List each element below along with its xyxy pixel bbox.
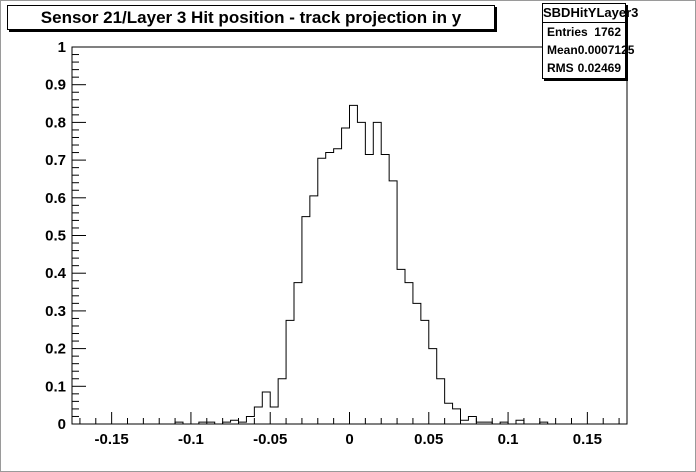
y-tick-label: 0.6 [45, 190, 66, 207]
x-tick-label: 0.1 [498, 431, 519, 448]
y-tick-label: 0.2 [45, 341, 66, 358]
y-tick-label: 0.5 [45, 228, 66, 245]
y-tick-label: 0.3 [45, 303, 66, 320]
stats-value: 1762 [594, 25, 621, 39]
stats-value: 0.0007125 [577, 43, 635, 57]
y-tick-label: 0 [58, 416, 66, 433]
y-tick-label: 0.4 [45, 265, 67, 282]
stats-row-mean: Mean 0.0007125 [543, 41, 634, 59]
stats-row-entries: Entries 1762 [543, 23, 625, 41]
y-tick-label: 0.7 [45, 152, 66, 169]
stats-histogram-name: SBDHitYLayer3 [543, 4, 638, 23]
y-tick-label: 0.9 [45, 77, 66, 94]
stats-label: Entries [547, 25, 588, 39]
y-tick-label: 0.1 [45, 378, 66, 395]
stats-label: Mean [547, 43, 578, 57]
x-tick-label: -0.05 [253, 431, 287, 448]
y-tick-label: 1 [58, 39, 66, 56]
x-tick-label: 0.05 [414, 431, 443, 448]
x-axis-ticks: -0.15 -0.1 -0.05 0 0.05 0.1 0.15 [79, 412, 620, 448]
x-tick-label: 0 [345, 431, 353, 448]
x-tick-label: 0.15 [573, 431, 602, 448]
stats-value: 0.02469 [577, 61, 621, 75]
stats-box: SBDHitYLayer3 Entries 1762 Mean 0.000712… [542, 3, 638, 79]
y-tick-label: 0.8 [45, 114, 66, 131]
x-tick-label: -0.15 [95, 431, 129, 448]
stats-label: RMS [547, 61, 574, 75]
chart-title: Sensor 21/Layer 3 Hit position - track p… [7, 5, 495, 30]
y-axis-ticks: 0 0.1 0.2 0.3 0.4 0.5 0.6 0.7 0.8 0.9 1 [45, 39, 86, 433]
x-tick-label: -0.1 [178, 431, 204, 448]
plot-area [71, 46, 628, 425]
stats-row-rms: RMS 0.02469 [543, 59, 625, 77]
